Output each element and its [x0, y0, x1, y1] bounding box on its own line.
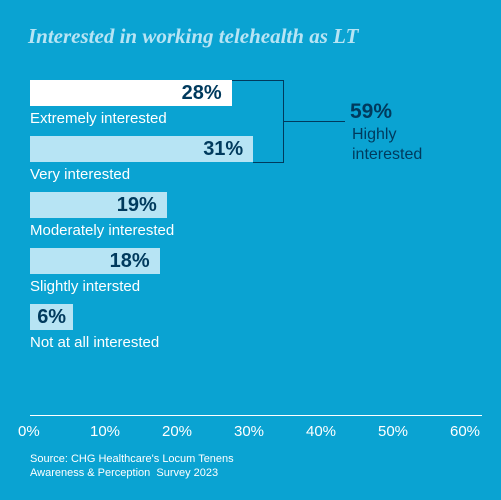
chart-title: Interested in working telehealth as LT [28, 24, 358, 49]
callout-label-1: Highly [352, 126, 396, 144]
bar-value-3: 18% [110, 250, 150, 273]
bar-label-4: Not at all interested [30, 334, 159, 351]
callout-value: 59% [350, 100, 392, 124]
bar-value-2: 19% [117, 194, 157, 217]
x-tick-6: 60% [450, 423, 480, 440]
bracket-bot [253, 162, 283, 163]
x-tick-3: 30% [234, 423, 264, 440]
x-tick-5: 50% [378, 423, 408, 440]
chart-canvas: Interested in working telehealth as LT 28… [0, 0, 501, 500]
bar-label-2: Moderately interested [30, 222, 174, 239]
bracket-leader [283, 121, 345, 122]
callout-label-2: interested [352, 146, 422, 164]
x-tick-0: 0% [18, 423, 40, 440]
bar-label-0: Extremely interested [30, 110, 167, 127]
x-tick-1: 10% [90, 423, 120, 440]
bar-value-0: 28% [182, 82, 222, 105]
bar-label-1: Very interested [30, 166, 130, 183]
bracket-top [232, 80, 283, 81]
bar-value-4: 6% [37, 306, 66, 329]
x-tick-2: 20% [162, 423, 192, 440]
bar-value-1: 31% [203, 138, 243, 161]
bar-label-3: Slightly intersted [30, 278, 140, 295]
source-text: Source: CHG Healthcare's Locum Tenens Aw… [30, 452, 234, 481]
x-tick-4: 40% [306, 423, 336, 440]
x-axis-line [30, 415, 482, 416]
